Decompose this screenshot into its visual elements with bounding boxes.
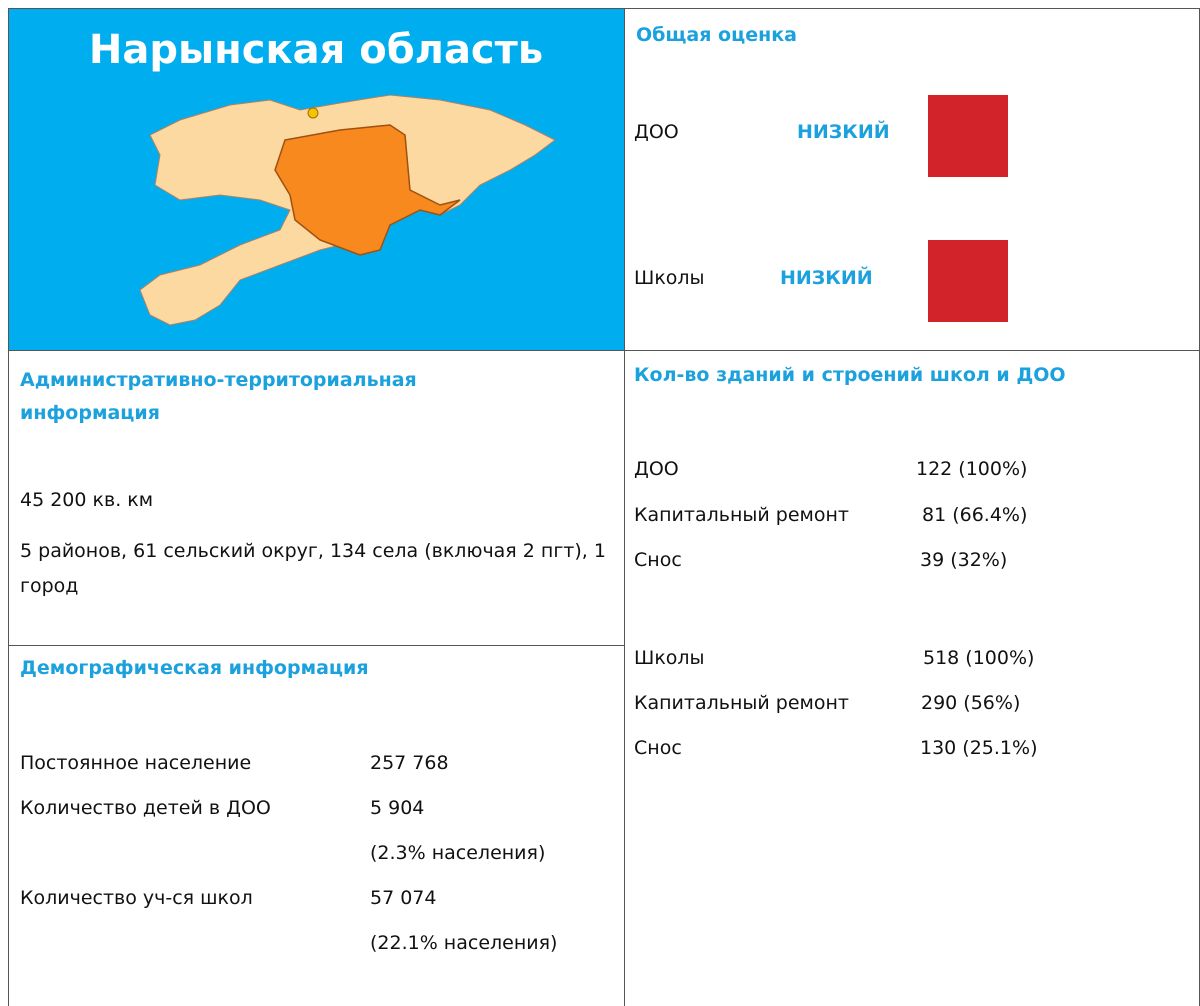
demo-note: (22.1% населения) [370, 932, 558, 954]
building-value: 130 (25.1%) [920, 737, 1038, 759]
demo-value: 5 904 [370, 797, 425, 819]
assessment-level: НИЗКИЙ [797, 121, 890, 143]
demo-note: (2.3% населения) [370, 842, 546, 864]
assessment-level: НИЗКИЙ [780, 267, 873, 289]
building-label: Капитальный ремонт [634, 504, 849, 526]
assessment-label: ДОО [634, 121, 679, 143]
admin-area: 45 200 кв. км [20, 489, 154, 511]
admin-divisions: 5 районов, 61 сельский округ, 134 села (… [20, 540, 606, 597]
border [8, 645, 624, 646]
building-value: 39 (32%) [920, 549, 1008, 571]
building-value: 81 (66.4%) [922, 504, 1028, 526]
title: Нарынская область [88, 27, 544, 73]
building-label: Снос [634, 737, 682, 759]
building-value: 518 (100%) [923, 647, 1035, 669]
map-region [274, 124, 461, 256]
border [8, 8, 1200, 9]
demo-label: Постоянное население [20, 752, 252, 774]
assessment-label: Школы [634, 267, 705, 289]
admin-title: Административно-территориальная информац… [20, 369, 417, 424]
assessment-title: Общая оценка [636, 24, 797, 46]
building-label: Снос [634, 549, 682, 571]
building-label: Капитальный ремонт [634, 692, 849, 714]
demo-label: Количество уч-ся школ [20, 887, 253, 909]
map [140, 95, 556, 326]
level-indicator [928, 95, 1008, 177]
demographics-title: Демографическая информация [20, 657, 369, 679]
demo-value: 57 074 [370, 887, 437, 909]
building-value: 122 (100%) [916, 458, 1028, 480]
building-label: Школы [634, 647, 705, 669]
buildings-title: Кол-во зданий и строений школ и ДОО [634, 364, 1066, 386]
demo-label: Количество детей в ДОО [20, 797, 271, 819]
building-label: ДОО [634, 458, 679, 480]
border [8, 8, 9, 1006]
map-lake [307, 107, 319, 119]
building-value: 290 (56%) [921, 692, 1021, 714]
border [624, 8, 625, 1006]
level-indicator [928, 240, 1008, 322]
demo-value: 257 768 [370, 752, 449, 774]
border [8, 350, 1200, 351]
